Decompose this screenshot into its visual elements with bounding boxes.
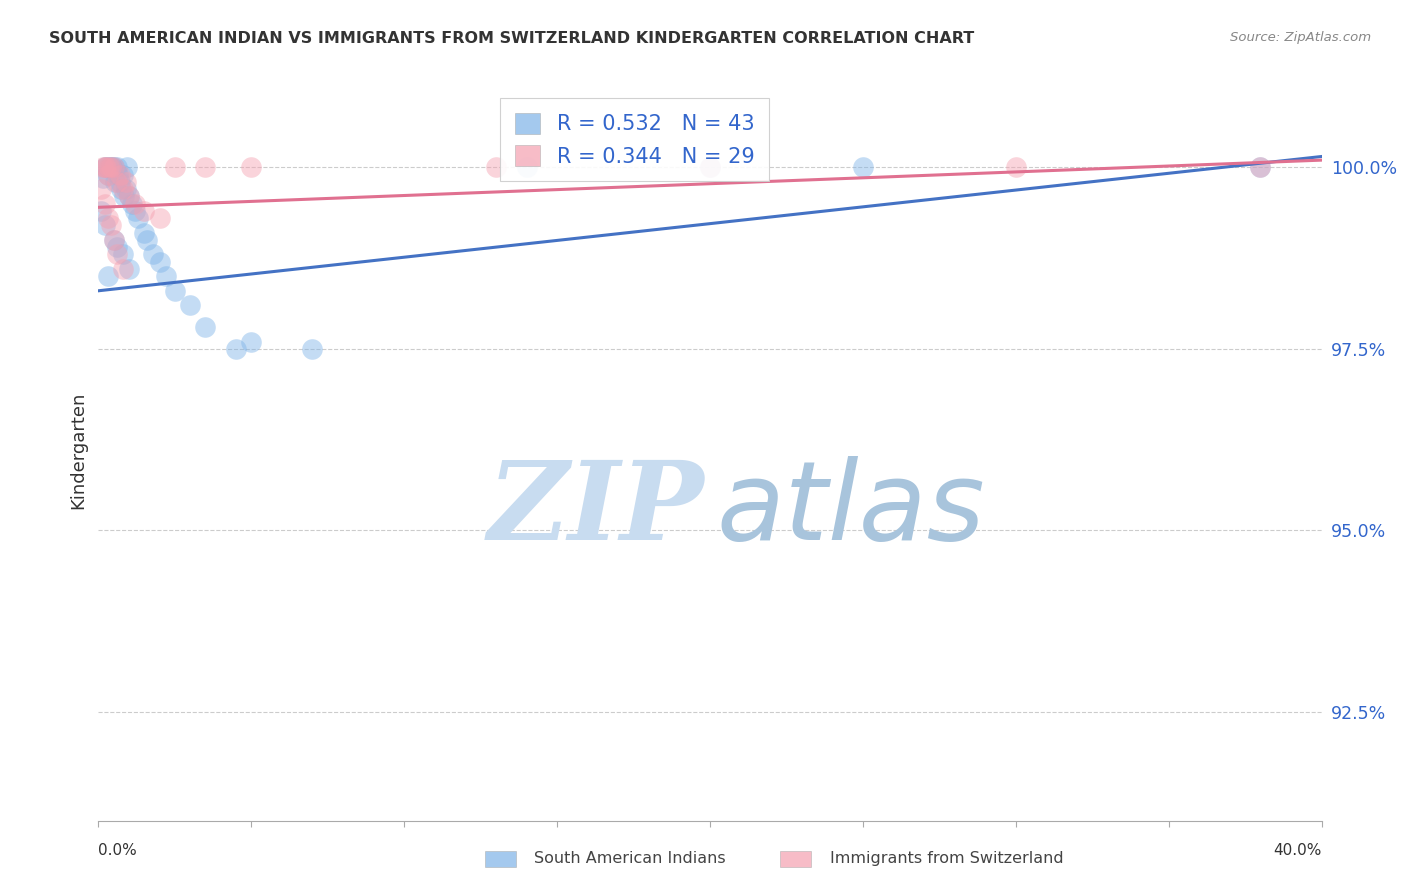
Text: Immigrants from Switzerland: Immigrants from Switzerland [830, 851, 1063, 865]
Point [103, 161, 125, 175]
Point [118, 189, 141, 203]
Point [100, 161, 122, 175]
Text: South American Indians: South American Indians [534, 851, 725, 865]
Point [93, 161, 115, 175]
Point [110, 182, 132, 196]
Y-axis label: Kindergarten: Kindergarten [69, 392, 87, 509]
Point [91, 161, 114, 175]
Point [111, 247, 134, 261]
Point [93, 196, 115, 211]
Point [301, 342, 323, 356]
Point [485, 161, 508, 175]
Point [124, 203, 146, 218]
Point [163, 284, 186, 298]
Text: 0.0%: 0.0% [98, 843, 138, 858]
Point [136, 233, 159, 247]
Point [112, 189, 135, 203]
Point [98, 161, 121, 175]
Point [699, 161, 721, 175]
Point [100, 161, 122, 175]
Point [118, 262, 141, 277]
Point [240, 334, 263, 349]
Point [142, 247, 165, 261]
Point [91, 171, 114, 186]
Point [105, 161, 128, 175]
Text: Source: ZipAtlas.com: Source: ZipAtlas.com [1230, 31, 1371, 45]
Point [163, 161, 186, 175]
Point [117, 161, 139, 175]
Point [103, 161, 125, 175]
Point [194, 320, 217, 334]
Point [97, 168, 120, 182]
Point [105, 247, 128, 261]
Point [699, 161, 721, 175]
Point [240, 161, 263, 175]
Point [1004, 161, 1026, 175]
Point [118, 189, 141, 203]
Point [194, 161, 217, 175]
Point [115, 175, 138, 189]
Point [225, 342, 247, 356]
Point [134, 226, 156, 240]
Point [108, 168, 131, 182]
Point [97, 211, 120, 226]
Point [103, 233, 125, 247]
Text: atlas: atlas [716, 456, 984, 563]
Point [93, 219, 115, 233]
Point [98, 161, 121, 175]
Point [179, 298, 201, 312]
Point [90, 182, 112, 196]
Point [121, 196, 143, 211]
Point [155, 269, 177, 284]
Point [1250, 161, 1272, 175]
Point [124, 196, 146, 211]
Point [107, 168, 129, 182]
Text: ZIP: ZIP [488, 456, 704, 564]
Point [105, 175, 128, 189]
Text: 40.0%: 40.0% [1274, 843, 1322, 858]
Point [115, 182, 138, 196]
Point [134, 203, 156, 218]
Point [149, 254, 172, 268]
Point [111, 182, 134, 196]
Point [97, 269, 120, 284]
Point [104, 175, 127, 189]
Point [111, 168, 134, 182]
Point [111, 262, 134, 277]
Legend: R = 0.532   N = 43, R = 0.344   N = 29: R = 0.532 N = 43, R = 0.344 N = 29 [501, 98, 769, 181]
Point [101, 161, 124, 175]
Point [1250, 161, 1272, 175]
Point [105, 240, 128, 254]
Text: SOUTH AMERICAN INDIAN VS IMMIGRANTS FROM SWITZERLAND KINDERGARTEN CORRELATION CH: SOUTH AMERICAN INDIAN VS IMMIGRANTS FROM… [49, 31, 974, 46]
Point [100, 219, 122, 233]
Point [93, 161, 115, 175]
Point [149, 211, 172, 226]
Point [127, 211, 149, 226]
Point [103, 233, 125, 247]
Point [94, 161, 117, 175]
Point [94, 161, 117, 175]
Point [516, 161, 538, 175]
Point [90, 203, 112, 218]
Point [108, 175, 131, 189]
Point [97, 168, 120, 182]
Point [852, 161, 875, 175]
